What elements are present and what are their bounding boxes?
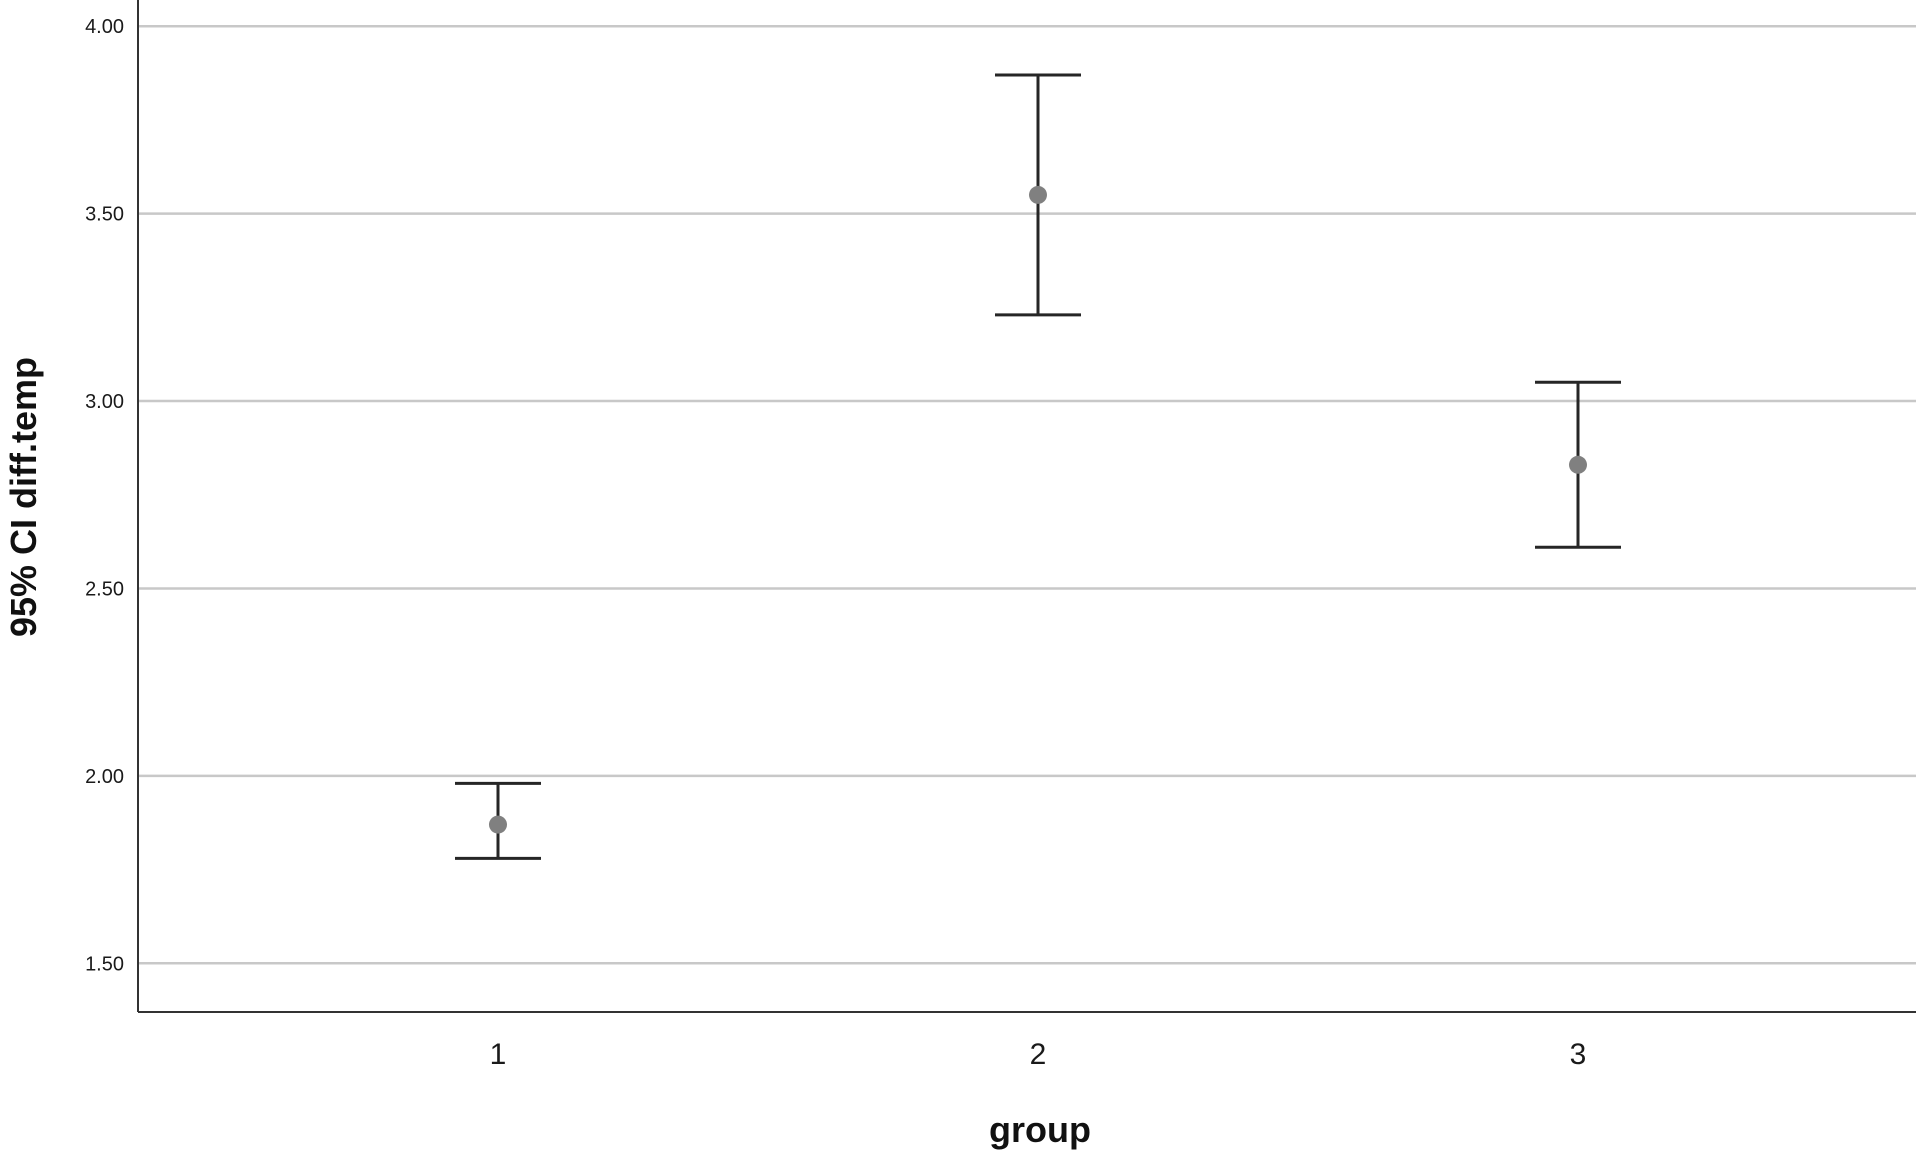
mean-point bbox=[1029, 185, 1047, 204]
axes bbox=[137, 0, 1916, 1013]
x-axis-title: group bbox=[989, 1109, 1091, 1150]
y-tick-labels: 1.50 2.00 2.50 3.00 3.50 4.00 bbox=[85, 16, 124, 975]
y-tick-label: 3.00 bbox=[85, 391, 124, 413]
y-tick-label: 3.50 bbox=[85, 204, 124, 226]
mean-point bbox=[1569, 455, 1587, 474]
y-axis-title: 95% CI diff.temp bbox=[3, 357, 44, 637]
x-tick-labels: 1 2 3 bbox=[490, 1038, 1587, 1071]
mean-point bbox=[489, 815, 507, 834]
y-tick-label: 2.00 bbox=[85, 766, 124, 788]
x-tick-label: 3 bbox=[1570, 1038, 1587, 1071]
y-tick-label: 1.50 bbox=[85, 953, 124, 975]
error-bar-group bbox=[995, 73, 1081, 317]
error-bar-group bbox=[455, 781, 541, 860]
error-bar-group bbox=[1535, 380, 1621, 549]
x-tick-label: 1 bbox=[490, 1038, 507, 1071]
y-tick-label: 4.00 bbox=[85, 16, 124, 38]
x-tick-label: 2 bbox=[1030, 1038, 1047, 1071]
data-series bbox=[455, 73, 1621, 860]
y-tick-label: 2.50 bbox=[85, 578, 124, 600]
gridlines bbox=[138, 24, 1916, 965]
